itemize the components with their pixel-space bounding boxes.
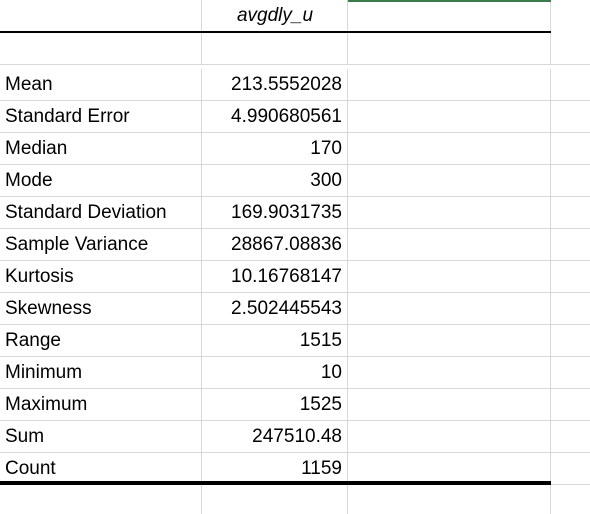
stat-row-median: Median 170 — [0, 133, 590, 165]
empty-cell[interactable] — [348, 261, 551, 293]
stat-row-sum: Sum 247510.48 — [0, 421, 590, 453]
stat-value-cell[interactable]: 1515 — [202, 325, 348, 357]
stat-label-cell[interactable]: Mode — [0, 165, 202, 197]
empty-cell[interactable] — [551, 229, 590, 261]
column-title: avgdly_u — [236, 5, 314, 26]
stat-row-range: Range 1515 — [0, 325, 590, 357]
stat-value-cell[interactable]: 10.16768147 — [202, 261, 348, 293]
stat-label-cell[interactable]: Skewness — [0, 293, 202, 325]
stat-value-cell[interactable]: 4.990680561 — [202, 101, 348, 133]
blank-cell-b[interactable] — [202, 33, 348, 65]
stat-value-cell[interactable]: 1159 — [202, 453, 348, 485]
empty-cell[interactable] — [348, 421, 551, 453]
empty-row-below — [0, 485, 590, 514]
empty-cell[interactable] — [551, 453, 590, 485]
stat-label-cell[interactable]: Minimum — [0, 357, 202, 389]
stat-label-cell[interactable]: Range — [0, 325, 202, 357]
stat-value-cell[interactable]: 170 — [202, 133, 348, 165]
stat-value-cell[interactable]: 1525 — [202, 389, 348, 421]
stat-row-minimum: Minimum 10 — [0, 357, 590, 389]
stat-label-cell[interactable]: Sum — [0, 421, 202, 453]
stat-row-standard-deviation: Standard Deviation 169.9031735 — [0, 197, 590, 229]
empty-cell[interactable] — [551, 165, 590, 197]
stat-value-cell[interactable]: 247510.48 — [202, 421, 348, 453]
stat-label-cell[interactable]: Count — [0, 453, 202, 485]
stat-label-cell[interactable]: Mean — [0, 69, 202, 101]
empty-cell[interactable] — [0, 485, 202, 514]
header-row — [0, 0, 590, 32]
empty-cell[interactable] — [348, 293, 551, 325]
stat-row-mean: Mean 213.5552028 — [0, 69, 590, 101]
top-border-rule — [0, 31, 551, 33]
empty-cell[interactable] — [551, 421, 590, 453]
empty-cell[interactable] — [551, 261, 590, 293]
empty-cell[interactable] — [551, 485, 590, 514]
active-cell-edge — [348, 0, 551, 2]
empty-cell[interactable] — [551, 325, 590, 357]
empty-cell[interactable] — [348, 229, 551, 261]
stat-value-cell[interactable]: 2.502445543 — [202, 293, 348, 325]
blank-cell-d[interactable] — [551, 33, 590, 65]
header-cell-empty-a[interactable] — [0, 0, 202, 32]
stat-row-kurtosis: Kurtosis 10.16768147 — [0, 261, 590, 293]
stat-value-cell[interactable]: 300 — [202, 165, 348, 197]
stat-row-skewness: Skewness 2.502445543 — [0, 293, 590, 325]
empty-cell[interactable] — [551, 133, 590, 165]
empty-cell[interactable] — [551, 69, 590, 101]
stat-label-cell[interactable]: Standard Error — [0, 101, 202, 133]
stat-row-mode: Mode 300 — [0, 165, 590, 197]
stat-row-sample-variance: Sample Variance 28867.08836 — [0, 229, 590, 261]
blank-cell-c[interactable] — [348, 33, 551, 65]
stat-label-cell[interactable]: Sample Variance — [0, 229, 202, 261]
empty-cell[interactable] — [348, 197, 551, 229]
empty-cell[interactable] — [348, 133, 551, 165]
empty-cell[interactable] — [551, 293, 590, 325]
bottom-border-rule — [0, 481, 551, 485]
empty-cell[interactable] — [348, 357, 551, 389]
empty-cell[interactable] — [348, 389, 551, 421]
empty-cell[interactable] — [551, 357, 590, 389]
stat-value-cell[interactable]: 213.5552028 — [202, 69, 348, 101]
empty-cell[interactable] — [348, 69, 551, 101]
empty-cell[interactable] — [348, 325, 551, 357]
stat-label-cell[interactable]: Kurtosis — [0, 261, 202, 293]
empty-cell[interactable] — [348, 485, 551, 514]
stat-row-standard-error: Standard Error 4.990680561 — [0, 101, 590, 133]
empty-cell[interactable] — [551, 101, 590, 133]
header-cell-empty-c[interactable] — [348, 0, 551, 32]
stat-value-cell[interactable]: 10 — [202, 357, 348, 389]
header-cell-empty-d[interactable] — [551, 0, 590, 32]
header-cell-title[interactable] — [202, 0, 348, 32]
stat-row-maximum: Maximum 1525 — [0, 389, 590, 421]
blank-row — [0, 33, 590, 65]
stat-label-cell[interactable]: Standard Deviation — [0, 197, 202, 229]
stat-row-count: Count 1159 — [0, 453, 590, 485]
empty-cell[interactable] — [348, 101, 551, 133]
empty-cell[interactable] — [551, 389, 590, 421]
stat-label-cell[interactable]: Maximum — [0, 389, 202, 421]
empty-cell[interactable] — [551, 197, 590, 229]
empty-cell[interactable] — [348, 165, 551, 197]
empty-cell[interactable] — [202, 485, 348, 514]
blank-cell-a[interactable] — [0, 33, 202, 65]
stat-value-cell[interactable]: 28867.08836 — [202, 229, 348, 261]
stat-label-cell[interactable]: Median — [0, 133, 202, 165]
stat-value-cell[interactable]: 169.9031735 — [202, 197, 348, 229]
